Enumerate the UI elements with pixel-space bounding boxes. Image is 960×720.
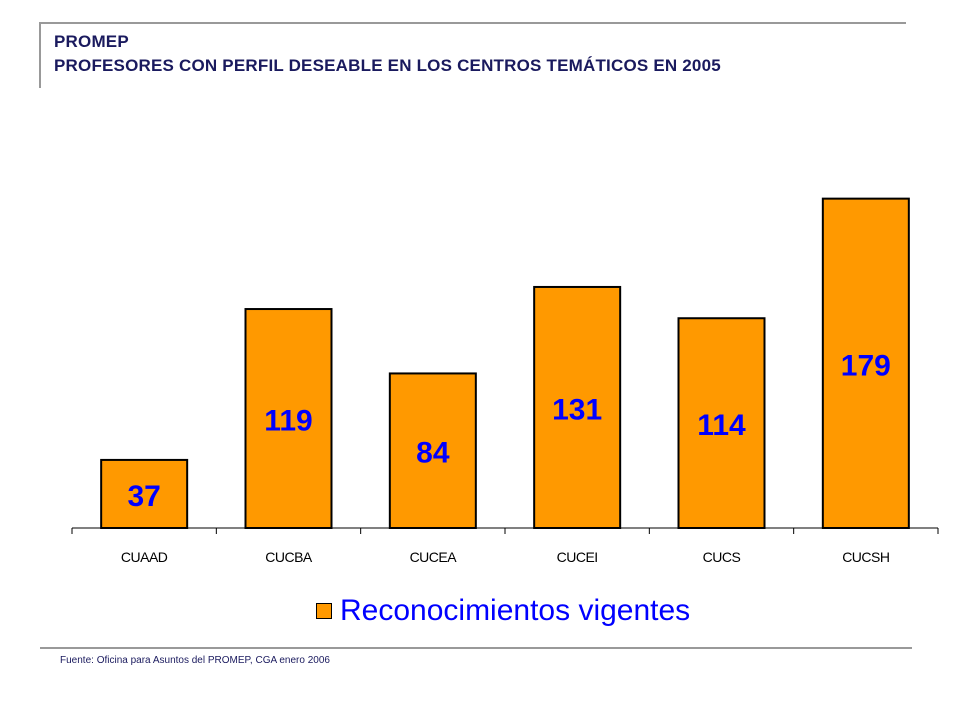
chart-title: PROMEP PROFESORES CON PERFIL DESEABLE EN… bbox=[54, 30, 721, 78]
footer-rule bbox=[40, 647, 912, 649]
bar-cuaad bbox=[100, 458, 189, 530]
title-line-1: PROMEP bbox=[54, 32, 129, 51]
x-tick-label: CUCS bbox=[703, 549, 741, 565]
x-tick-label: CUCBA bbox=[265, 549, 313, 565]
bar-chart: CUAAD 37 CUCBA 119 CUCEA 84 CUCEI 131 CUCS 114 CUC… bbox=[71, 197, 939, 565]
legend: Reconocimientos vigentes bbox=[316, 594, 690, 628]
legend-label: Reconocimientos vigentes bbox=[340, 594, 691, 627]
value-label: 114 bbox=[697, 409, 746, 442]
bar-cucba bbox=[244, 308, 333, 530]
value-label: 37 bbox=[127, 480, 160, 513]
value-label: 131 bbox=[552, 393, 602, 426]
source-note: Fuente: Oficina para Asuntos del PROMEP,… bbox=[60, 655, 330, 666]
bar-cucea bbox=[388, 372, 477, 529]
bar-cucei bbox=[533, 285, 622, 529]
legend-swatch bbox=[316, 603, 332, 619]
value-label: 84 bbox=[416, 437, 450, 470]
x-tick-label: CUAAD bbox=[121, 549, 168, 565]
value-label: 179 bbox=[841, 349, 891, 382]
x-tick-label: CUCEA bbox=[410, 549, 458, 565]
bar-cucs bbox=[677, 317, 766, 529]
title-line-2: PROFESORES CON PERFIL DESEABLE EN LOS CE… bbox=[54, 56, 721, 75]
value-label: 119 bbox=[264, 405, 312, 438]
header-left-rule bbox=[39, 22, 41, 88]
bar-cucsh bbox=[821, 197, 910, 529]
x-tick-label: CUCSH bbox=[842, 549, 889, 565]
header-top-rule bbox=[40, 22, 906, 24]
x-tick-label: CUCEI bbox=[557, 549, 598, 565]
